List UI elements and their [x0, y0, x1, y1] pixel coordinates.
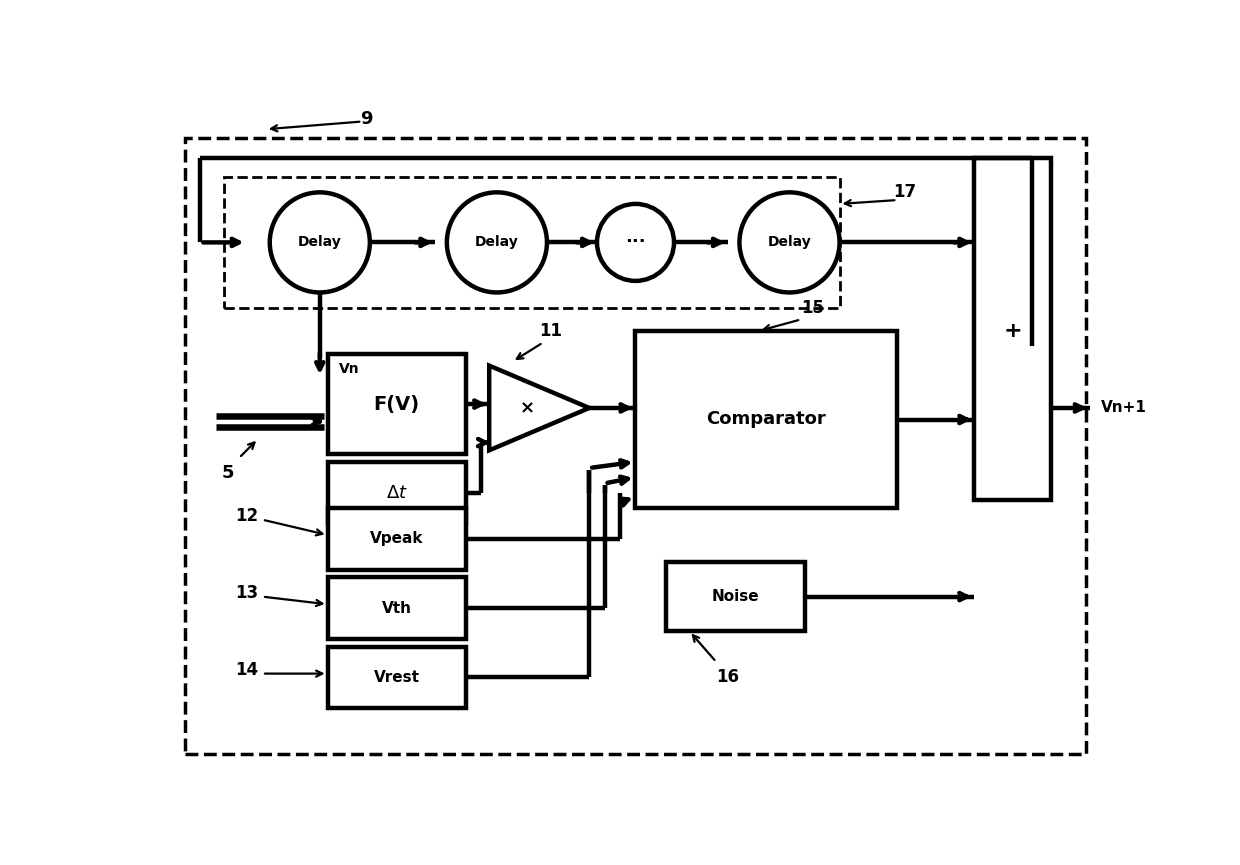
Bar: [327, 354, 466, 454]
Bar: [223, 177, 839, 308]
Text: +: +: [1003, 321, 1022, 341]
Ellipse shape: [446, 192, 547, 292]
Text: 9: 9: [360, 110, 372, 128]
Ellipse shape: [739, 192, 839, 292]
Text: 12: 12: [236, 507, 258, 525]
Text: Vn: Vn: [339, 362, 360, 376]
Text: Comparator: Comparator: [707, 411, 826, 428]
Bar: [666, 562, 805, 631]
Ellipse shape: [270, 192, 370, 292]
Bar: [327, 508, 466, 570]
Text: Vpeak: Vpeak: [370, 531, 424, 547]
Text: 11: 11: [539, 322, 562, 340]
Bar: [327, 577, 466, 639]
Text: Noise: Noise: [712, 589, 759, 604]
Text: F(V): F(V): [373, 394, 420, 413]
Text: 16: 16: [717, 669, 739, 687]
Text: 13: 13: [236, 584, 258, 602]
Text: 15: 15: [801, 298, 825, 317]
Bar: [327, 647, 466, 708]
Text: 14: 14: [236, 661, 258, 679]
Text: ···: ···: [625, 234, 646, 252]
Bar: [327, 462, 466, 523]
Text: Delay: Delay: [298, 235, 342, 249]
Polygon shape: [490, 366, 589, 451]
Text: Vrest: Vrest: [373, 670, 420, 685]
Text: ×: ×: [520, 399, 536, 417]
Text: Vn+1: Vn+1: [1101, 400, 1147, 415]
Text: Delay: Delay: [475, 235, 518, 249]
Ellipse shape: [596, 204, 675, 281]
Text: 17: 17: [894, 183, 916, 202]
Text: Vth: Vth: [382, 600, 412, 616]
Text: $\Delta t$: $\Delta t$: [386, 484, 408, 502]
Bar: [975, 157, 1052, 500]
Text: 5: 5: [221, 465, 233, 483]
Text: Delay: Delay: [768, 235, 811, 249]
Bar: [635, 331, 898, 508]
